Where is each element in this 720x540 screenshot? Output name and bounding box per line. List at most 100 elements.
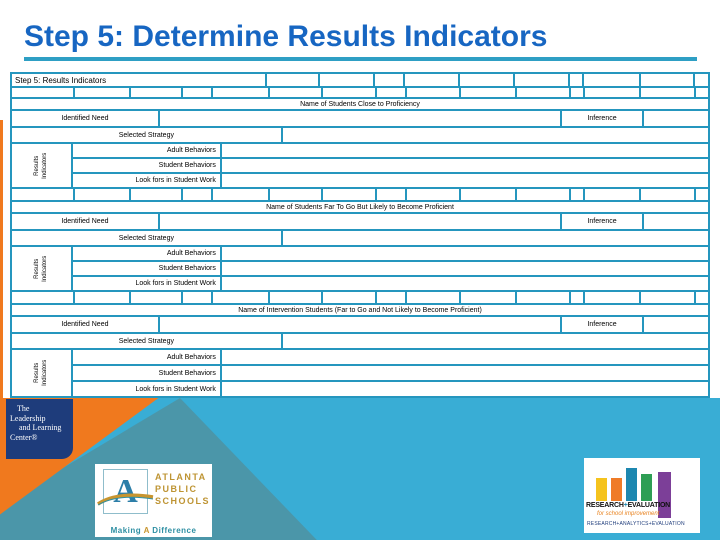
inference-field bbox=[643, 317, 709, 332]
grid-cell bbox=[75, 189, 129, 200]
table-header-row: Step 5: Results Indicators bbox=[12, 74, 708, 86]
grid-cell bbox=[212, 189, 269, 200]
grid-cell bbox=[516, 88, 570, 97]
look-fors-label: Look fors in Student Work bbox=[73, 277, 220, 290]
selected-strategy-row: Selected Strategy bbox=[12, 334, 708, 348]
aps-tagline-text: Making bbox=[110, 526, 142, 535]
atlanta-public-schools-logo: A ATLANTA PUBLIC SCHOOLS Making A Differ… bbox=[95, 464, 212, 537]
grid-cell bbox=[130, 88, 182, 97]
grid-cell bbox=[377, 189, 405, 200]
chart-bar bbox=[626, 468, 637, 501]
student-behaviors-field bbox=[221, 262, 708, 275]
grid-cell bbox=[130, 292, 182, 303]
grid-cell bbox=[570, 74, 582, 86]
grid-cell bbox=[461, 189, 515, 200]
student-behaviors-field bbox=[221, 366, 708, 380]
identified-need-field bbox=[159, 111, 561, 126]
selected-strategy-field bbox=[282, 128, 708, 142]
grid-cell bbox=[695, 74, 708, 86]
identified-need-row: Identified Need Inference bbox=[12, 214, 709, 229]
adult-behaviors-field bbox=[221, 350, 708, 364]
grid-cell bbox=[641, 292, 694, 303]
selected-strategy-field bbox=[282, 334, 708, 348]
grid-cell bbox=[583, 74, 639, 86]
grid-cell bbox=[695, 88, 708, 97]
grid-cell bbox=[406, 292, 460, 303]
grid-cell bbox=[266, 74, 318, 86]
look-fors-field bbox=[221, 382, 708, 396]
grid-cell bbox=[404, 74, 458, 86]
slide-title: Step 5: Determine Results Indicators bbox=[24, 20, 548, 53]
grid-cell bbox=[270, 292, 321, 303]
inference-label: Inference bbox=[562, 214, 642, 229]
grid-cell bbox=[270, 88, 321, 97]
grid-cell bbox=[322, 292, 376, 303]
inference-label: Inference bbox=[562, 111, 642, 126]
section-heading-row: Name of Students Far To Go But Likely to… bbox=[12, 202, 708, 212]
grid-cell bbox=[641, 189, 694, 200]
title-underline bbox=[24, 57, 697, 61]
grid-cell bbox=[640, 74, 694, 86]
chart-bar bbox=[658, 472, 671, 518]
grid-cell bbox=[270, 189, 321, 200]
selected-strategy-label: Selected Strategy bbox=[12, 334, 281, 348]
grid-cell bbox=[75, 292, 129, 303]
grid-cell bbox=[406, 189, 460, 200]
grid-cell bbox=[571, 88, 583, 97]
section-heading: Name of Students Close to Proficiency bbox=[12, 99, 708, 109]
grid-cell bbox=[12, 189, 74, 200]
grid-cell bbox=[641, 88, 694, 97]
results-indicators-rotated-cell: Results Indicators bbox=[12, 144, 72, 187]
grid-cell bbox=[571, 189, 583, 200]
results-indicators-rotated-cell: Results Indicators bbox=[12, 350, 72, 396]
selected-strategy-row: Selected Strategy bbox=[12, 128, 708, 142]
inference-label: Inference bbox=[562, 317, 642, 332]
results-indicators-rotated-cell: Results Indicators bbox=[12, 247, 72, 290]
re-footnote: RESEARCH+ANALYTICS+EVALUATION bbox=[587, 521, 685, 527]
identified-need-row: Identified Need Inference bbox=[12, 317, 709, 332]
identified-need-label: Identified Need bbox=[12, 317, 158, 332]
aps-emblem: A bbox=[103, 469, 148, 514]
grid-cell bbox=[212, 88, 269, 97]
results-indicators-group: Results Indicators Adult Behaviors Stude… bbox=[12, 350, 708, 396]
grid-cell bbox=[183, 189, 211, 200]
aps-name-line: PUBLIC bbox=[155, 484, 198, 495]
grid-cell bbox=[212, 292, 269, 303]
research-evaluation-logo: RESEARCH+EVALUATION for school improveme… bbox=[584, 458, 700, 533]
look-fors-field bbox=[221, 174, 708, 187]
identified-need-row: Identified Need Inference bbox=[12, 111, 709, 126]
re-title-right: EVALUATION bbox=[627, 502, 671, 509]
student-behaviors-label: Student Behaviors bbox=[73, 366, 220, 380]
results-indicators-rotated-label: Results Indicators bbox=[33, 360, 48, 387]
aps-name-line: SCHOOLS bbox=[155, 496, 211, 507]
look-fors-label: Look fors in Student Work bbox=[73, 174, 220, 187]
section-heading-row: Name of Students Close to Proficiency bbox=[12, 99, 708, 109]
aps-tagline-text: Difference bbox=[152, 526, 197, 535]
re-title: RESEARCH+EVALUATION bbox=[586, 502, 670, 509]
llc-line: Center® bbox=[10, 432, 38, 442]
identified-need-label: Identified Need bbox=[12, 111, 158, 126]
look-fors-label: Look fors in Student Work bbox=[73, 382, 220, 396]
aps-name: ATLANTA PUBLIC SCHOOLS bbox=[155, 471, 210, 507]
adult-behaviors-field bbox=[221, 247, 708, 260]
orange-edge-strip bbox=[0, 120, 3, 398]
student-behaviors-label: Student Behaviors bbox=[73, 159, 220, 172]
grid-cell bbox=[461, 88, 515, 97]
grid-cell bbox=[377, 88, 405, 97]
grid-cell bbox=[183, 88, 211, 97]
results-indicators-group: Results Indicators Adult Behaviors Stude… bbox=[12, 247, 708, 290]
aps-tagline-a: A bbox=[143, 526, 150, 535]
grid-cell bbox=[515, 74, 569, 86]
grid-cell bbox=[459, 74, 514, 86]
look-fors-field bbox=[221, 277, 708, 290]
spacer-row bbox=[12, 189, 708, 200]
identified-need-label: Identified Need bbox=[12, 214, 158, 229]
results-indicators-rotated-label: Results Indicators bbox=[33, 152, 48, 179]
grid-cell bbox=[516, 189, 570, 200]
chart-bar bbox=[596, 478, 607, 501]
adult-behaviors-label: Adult Behaviors bbox=[73, 350, 220, 364]
re-title-plus: + bbox=[623, 502, 628, 509]
grid-cell bbox=[12, 88, 74, 97]
grid-cell bbox=[322, 88, 376, 97]
identified-need-field bbox=[159, 317, 561, 332]
